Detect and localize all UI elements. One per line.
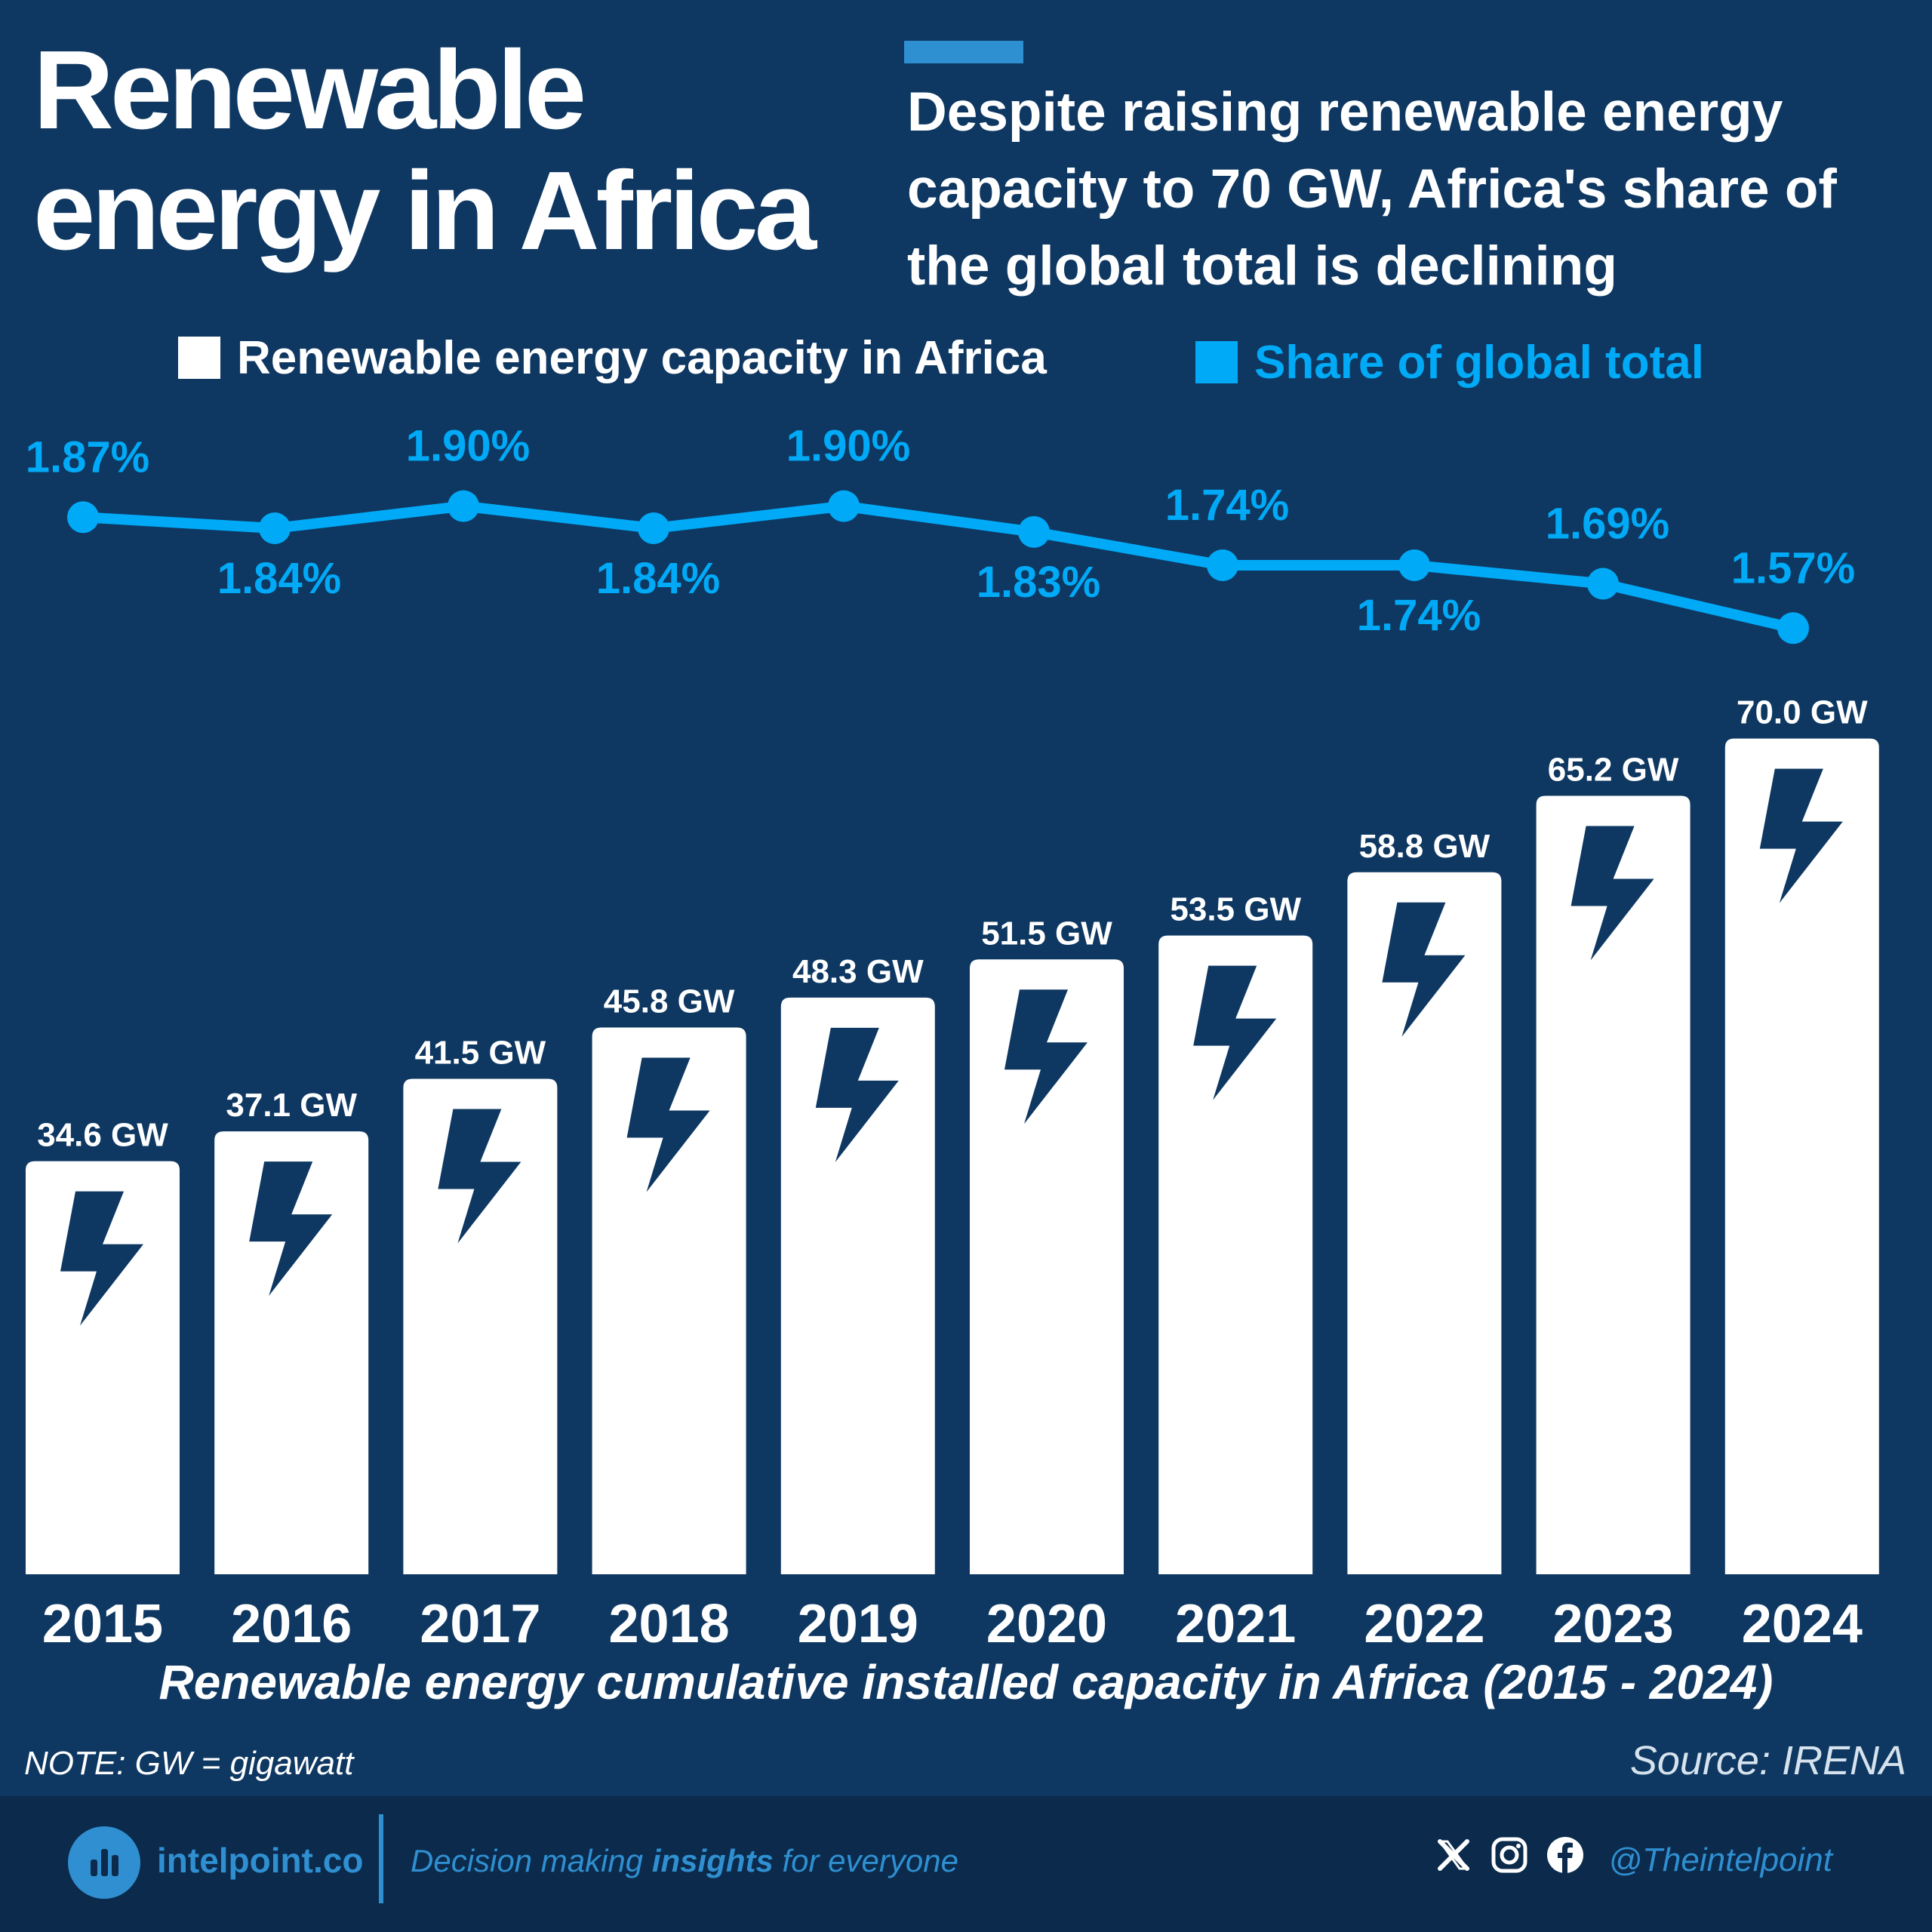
share-value-label: 1.84% — [217, 554, 341, 603]
lightning-bolt-icon — [249, 1161, 333, 1297]
x-tick-label: 2018 — [609, 1594, 730, 1654]
legend-label-capacity: Renewable energy capacity in Africa — [237, 331, 1047, 384]
title-line-1: Renewable — [33, 28, 586, 152]
share-point-2015 — [67, 501, 99, 534]
share-point-2022 — [1398, 549, 1430, 581]
x-tick-label: 2017 — [420, 1594, 540, 1654]
bar-2022 — [1347, 872, 1502, 1574]
footer: intelpoint.co Decision making insights f… — [0, 1796, 1932, 1932]
bar-2019 — [780, 997, 935, 1574]
x-tick-label: 2015 — [42, 1594, 163, 1654]
x-tick-label: 2019 — [798, 1594, 918, 1654]
share-point-2024 — [1777, 612, 1809, 645]
social-icons — [1434, 1835, 1585, 1875]
tagline-pre: Decision making — [411, 1843, 652, 1878]
x-tick-label: 2020 — [986, 1594, 1107, 1654]
x-tick-label: 2022 — [1364, 1594, 1484, 1654]
lightning-bolt-icon — [1571, 826, 1654, 961]
brand-name: intelpoint.co — [157, 1841, 364, 1880]
bar-value-label: 70.0 GW — [1737, 694, 1868, 731]
instagram-icon[interactable] — [1490, 1835, 1529, 1875]
tagline: Decision making insights for everyone — [411, 1843, 958, 1879]
bar-2021 — [1158, 935, 1313, 1574]
facebook-icon[interactable] — [1546, 1835, 1585, 1875]
bar-2020 — [970, 959, 1124, 1574]
legend-swatch-capacity — [178, 337, 220, 379]
subtitle-accent-bar — [904, 41, 1023, 63]
share-value-label: 1.84% — [596, 554, 720, 603]
bar-value-label: 48.3 GW — [792, 953, 924, 990]
lightning-bolt-icon — [438, 1109, 521, 1244]
subtitle: Despite raising renewable energy capacit… — [907, 82, 1837, 297]
share-value-label: 1.90% — [406, 422, 530, 471]
legend-swatch-share — [1195, 341, 1238, 383]
legend-item-capacity: Renewable energy capacity in Africa — [178, 328, 1047, 388]
share-point-2017 — [448, 490, 479, 522]
share-point-2023 — [1587, 568, 1619, 600]
bar-2024 — [1724, 738, 1879, 1574]
bar-2018 — [592, 1027, 746, 1574]
lightning-bolt-icon — [1193, 965, 1277, 1100]
lightning-bolt-icon — [626, 1057, 710, 1192]
bar-value-label: 34.6 GW — [37, 1117, 168, 1154]
share-value-label: 1.57% — [1731, 543, 1855, 592]
footer-divider — [379, 1814, 383, 1903]
source: Source: IRENA — [1629, 1738, 1906, 1783]
share-value-label: 1.69% — [1546, 500, 1669, 549]
chart-title: Renewable energy cumulative installed ca… — [158, 1655, 1774, 1709]
share-point-2019 — [828, 490, 860, 522]
capacity-share-chart: 34.6 GW 2015 37.1 GW 2016 41.5 GW 2017 45.8 GW… — [26, 422, 1879, 1654]
bar-value-label: 51.5 GW — [981, 915, 1112, 952]
social-handle[interactable]: @Theintelpoint — [1608, 1841, 1832, 1878]
note: NOTE: GW = gigawatt — [24, 1745, 354, 1782]
share-point-2020 — [1018, 515, 1050, 548]
lightning-bolt-icon — [1759, 768, 1843, 903]
x-tick-label: 2023 — [1553, 1594, 1674, 1654]
bar-2016 — [214, 1131, 369, 1574]
legend-item-share: Share of global total — [1195, 332, 1704, 392]
share-point-2021 — [1207, 549, 1238, 581]
page-title: Renewable energy in Africa — [33, 30, 863, 272]
share-point-2016 — [259, 512, 291, 544]
lightning-bolt-icon — [1004, 989, 1088, 1124]
x-icon[interactable] — [1434, 1835, 1473, 1875]
x-tick-label: 2021 — [1175, 1594, 1296, 1654]
share-value-label: 1.83% — [977, 558, 1100, 607]
x-tick-label: 2024 — [1742, 1594, 1863, 1654]
lightning-bolt-icon — [1382, 902, 1466, 1037]
x-tick-label: 2016 — [231, 1594, 352, 1654]
tagline-bold: insights — [651, 1843, 774, 1878]
share-value-label: 1.87% — [26, 432, 149, 481]
lightning-bolt-icon — [60, 1191, 143, 1326]
share-point-2018 — [638, 512, 669, 544]
bar-value-label: 58.8 GW — [1359, 828, 1491, 865]
bar-value-label: 37.1 GW — [226, 1087, 357, 1124]
bar-value-label: 45.8 GW — [604, 983, 735, 1020]
bar-2017 — [403, 1078, 558, 1574]
tagline-post: for everyone — [773, 1843, 958, 1878]
legend-label-share: Share of global total — [1254, 336, 1704, 389]
share-value-label: 1.74% — [1357, 591, 1481, 640]
share-line — [78, 500, 1798, 634]
lightning-bolt-icon — [815, 1027, 899, 1162]
bar-value-label: 53.5 GW — [1170, 891, 1301, 928]
title-line-2: energy in Africa — [33, 149, 817, 273]
bar-value-label: 41.5 GW — [415, 1034, 546, 1071]
bar-2023 — [1536, 795, 1690, 1574]
share-value-label: 1.74% — [1165, 481, 1289, 530]
bar-value-label: 65.2 GW — [1548, 752, 1679, 789]
share-value-label: 1.90% — [786, 422, 910, 471]
intelpoint-logo-icon — [68, 1826, 140, 1899]
